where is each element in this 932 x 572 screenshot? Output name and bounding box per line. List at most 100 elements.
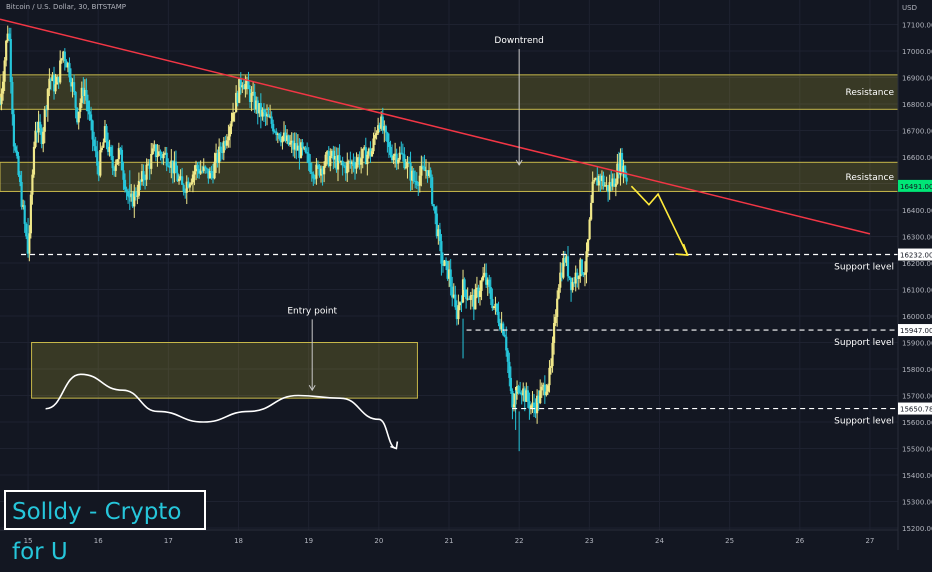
y-tick-label: 17100.00 [902, 22, 932, 30]
candle-body [264, 112, 267, 117]
candle-body [319, 168, 323, 176]
candle-body [298, 145, 301, 158]
candle-body [45, 109, 48, 111]
candle-body [94, 146, 97, 152]
candle-body [71, 82, 74, 87]
candle-body [327, 151, 330, 167]
candle-body [196, 165, 199, 169]
candle-body [620, 152, 624, 173]
candle-body [548, 367, 551, 386]
y-tick-label: 16000.00 [902, 313, 932, 321]
candle-body [134, 191, 137, 197]
y-tick-label: 15300.00 [902, 499, 932, 507]
candle-body [156, 155, 159, 158]
candle-body [153, 144, 156, 149]
price-tag-bg [898, 248, 932, 261]
candle-body [494, 303, 497, 307]
candle-body [207, 168, 210, 179]
x-tick-label: 20 [374, 537, 383, 545]
candle-body [248, 89, 252, 102]
candle-body [446, 261, 449, 279]
candle-body [66, 63, 70, 68]
candle-body [321, 168, 324, 175]
candle-body [324, 154, 327, 167]
candle-body [613, 178, 616, 187]
candle-body [14, 146, 17, 151]
candle-body [130, 193, 133, 197]
y-tick-label: 16900.00 [902, 75, 932, 83]
candle-body [99, 150, 102, 176]
candle-body [474, 289, 477, 310]
candle-body [69, 77, 73, 87]
candle-body [607, 185, 610, 192]
candle-body [347, 161, 350, 163]
candle-body [120, 149, 124, 171]
candle-body [252, 91, 255, 94]
candle-body [560, 272, 563, 278]
candle-body [431, 177, 434, 205]
candle-body [509, 377, 512, 391]
current-price-tag: 16491.00 [900, 183, 932, 191]
candle-body [434, 206, 437, 214]
candle-body [281, 136, 284, 143]
y-tick-label: 15200.00 [902, 525, 932, 533]
candle-body [579, 259, 582, 277]
candle-body [79, 102, 82, 112]
candle-body [275, 131, 278, 135]
candle-body [355, 162, 358, 169]
candle-body [383, 126, 386, 131]
candle-body [267, 114, 270, 117]
candle-body [461, 279, 465, 303]
candle-body [563, 258, 566, 263]
price-chart[interactable]: Resistance Resistance Support level Support… [0, 0, 932, 550]
candle-body [525, 390, 528, 402]
candle-body [329, 155, 332, 167]
candle-body [403, 154, 406, 168]
candle-body [457, 305, 460, 320]
candle-body [151, 148, 154, 154]
candle-body [307, 153, 310, 163]
projection-arrowhead [675, 243, 689, 256]
candle-body [315, 164, 318, 179]
y-tick-label: 16800.00 [902, 101, 932, 109]
candle-body [39, 121, 42, 129]
candle-body [125, 189, 128, 192]
price-tag: 16232.00 [900, 252, 932, 260]
candle-body [339, 160, 343, 162]
candle-body [76, 107, 79, 123]
candle-body [171, 160, 174, 174]
candle-body [150, 153, 153, 169]
candle-body [241, 85, 244, 88]
projection-path [630, 185, 689, 256]
candle-body [540, 386, 543, 391]
candle-body [239, 78, 242, 88]
candle-body [350, 161, 354, 164]
candle-body [502, 323, 505, 335]
candle-body [119, 148, 122, 150]
candle-body [85, 89, 88, 101]
candle-body [214, 153, 218, 162]
candle-body [591, 181, 594, 203]
candle-body [580, 259, 583, 275]
candle-body [406, 161, 409, 168]
candle-body [231, 112, 235, 122]
candle-body [526, 390, 529, 402]
candle-body [148, 163, 151, 169]
sketch-curve [45, 373, 397, 450]
candle-body [594, 178, 597, 180]
candle-body [404, 167, 408, 169]
candle-body [420, 165, 423, 176]
x-tick-label: 22 [515, 537, 524, 545]
candle-body [198, 168, 201, 174]
candle-body [534, 407, 537, 414]
candle-body [519, 392, 522, 394]
candle-body [384, 126, 387, 133]
candle-body [25, 223, 28, 237]
candle-body [210, 171, 213, 174]
candle-body [304, 147, 307, 153]
x-tick-label: 21 [445, 537, 454, 545]
candle-body [228, 126, 232, 137]
candle-body [145, 164, 148, 180]
candle-body [485, 272, 488, 285]
candle-body [542, 384, 545, 387]
